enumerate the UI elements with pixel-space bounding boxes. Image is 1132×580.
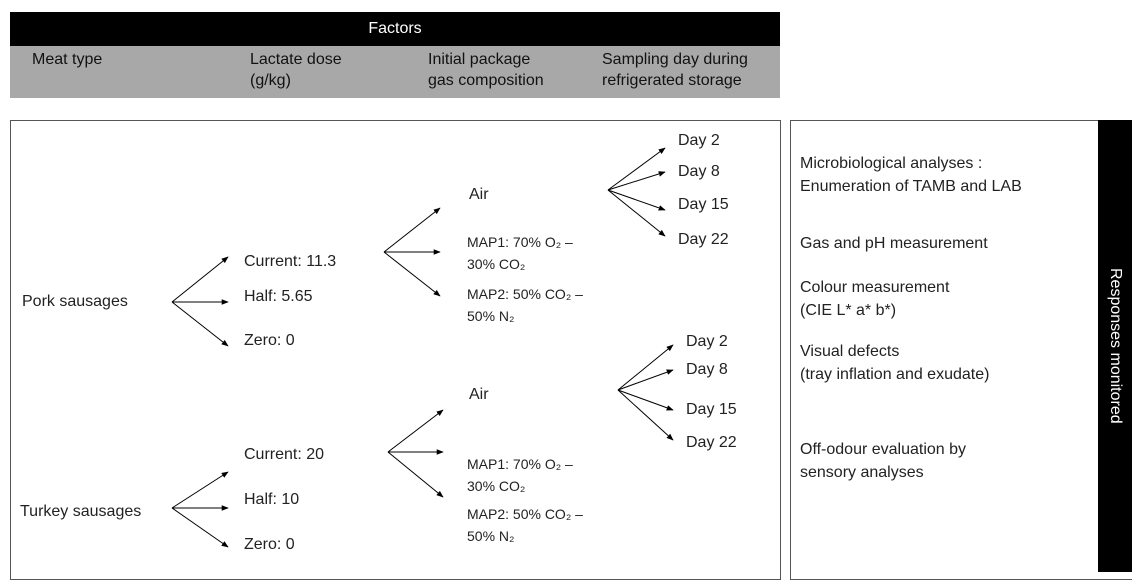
gas-composition: 30% CO₂ (467, 256, 526, 272)
arrow (617, 369, 674, 391)
column-header: Meat type Lactate dose (g/kg) Initial packa… (10, 46, 780, 98)
response-item: Colour measurement (800, 279, 950, 296)
sampling-day: Day 15 (678, 196, 729, 213)
gas-composition: 50% N₂ (467, 528, 515, 544)
gas-composition: Air (469, 186, 489, 203)
sampling-day: Day 2 (678, 132, 720, 149)
arrow (171, 507, 229, 548)
arrow (607, 189, 666, 237)
gas-composition: 30% CO₂ (467, 478, 526, 494)
arrow (171, 301, 229, 347)
arrow (171, 471, 229, 509)
column-label: Lactate dose (250, 51, 342, 68)
arrow (607, 171, 666, 191)
sampling-day: Day 22 (686, 434, 737, 451)
response-item: Off-odour evaluation by (800, 441, 967, 458)
response-item: Microbiological analyses : (800, 155, 983, 172)
lactate-dose: Current: 11.3 (244, 253, 337, 270)
response-item: sensory analyses (800, 464, 924, 481)
response-item: (CIE L* a* b*) (800, 302, 897, 319)
lactate-dose: Half: 5.65 (244, 288, 313, 305)
arrow (607, 189, 666, 211)
responses-bar: Responses monitored (1098, 120, 1132, 572)
column-label: gas composition (428, 72, 544, 89)
arrow (617, 389, 674, 441)
lactate-dose: Current: 20 (244, 446, 325, 463)
factors-title: Factors (368, 20, 422, 37)
column-label: refrigerated storage (602, 72, 742, 89)
gas-composition: MAP2: 50% CO₂ – (467, 506, 583, 522)
column-label: Meat type (32, 51, 103, 68)
sampling-day: Day 22 (678, 231, 729, 248)
arrow (171, 256, 229, 303)
gas-composition: MAP1: 70% O₂ – (467, 234, 573, 250)
gas-composition: MAP2: 50% CO₂ – (467, 286, 583, 302)
arrow (387, 451, 444, 498)
response-item: Enumeration of TAMB and LAB (800, 178, 1022, 195)
sampling-day: Day 8 (686, 361, 728, 378)
response-item: Visual defects (800, 343, 900, 360)
lactate-dose: Zero: 0 (244, 332, 295, 349)
responses-title: Responses monitored (1107, 268, 1124, 424)
sampling-day: Day 8 (678, 163, 720, 180)
gas-composition: 50% N₂ (467, 308, 515, 324)
meat-type: Pork sausages (22, 293, 128, 310)
sampling-day: Day 2 (686, 333, 728, 350)
arrow (607, 147, 666, 191)
meat-type: Turkey sausages (20, 503, 142, 520)
arrow (617, 389, 674, 411)
response-item: Gas and pH measurement (800, 235, 988, 252)
lactate-dose: Half: 10 (244, 491, 300, 508)
column-label: Sampling day during (602, 51, 748, 68)
arrow (383, 251, 441, 297)
gas-composition: MAP1: 70% O₂ – (467, 456, 573, 472)
gas-composition: Air (469, 386, 489, 403)
arrow (617, 344, 674, 391)
arrow (383, 207, 441, 253)
sampling-day: Day 15 (686, 401, 737, 418)
column-label: Initial package (428, 51, 531, 68)
column-label: (g/kg) (250, 72, 291, 89)
response-item: (tray inflation and exudate) (800, 366, 990, 383)
arrow (387, 409, 444, 453)
lactate-dose: Zero: 0 (244, 536, 295, 553)
factors-header: Factors (10, 12, 780, 46)
